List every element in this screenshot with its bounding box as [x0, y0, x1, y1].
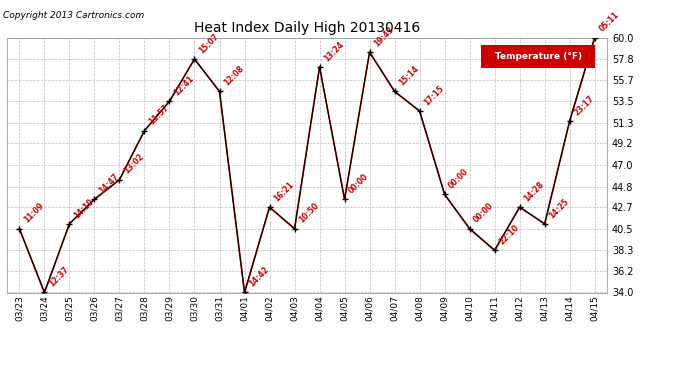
Text: 13:02: 13:02 — [122, 152, 146, 176]
Text: 23:17: 23:17 — [572, 93, 595, 117]
Text: 14:47: 14:47 — [97, 172, 121, 195]
Text: 11:09: 11:09 — [22, 201, 46, 225]
Text: 17:15: 17:15 — [422, 84, 446, 107]
Text: 13:24: 13:24 — [322, 40, 346, 63]
Text: 15:07: 15:07 — [197, 32, 220, 55]
Text: 12:37: 12:37 — [47, 265, 70, 289]
Text: 00:00: 00:00 — [472, 201, 495, 225]
Text: 00:00: 00:00 — [447, 167, 471, 190]
Text: 14:28: 14:28 — [522, 180, 546, 203]
Title: Heat Index Daily High 20130416: Heat Index Daily High 20130416 — [194, 21, 420, 35]
Text: 11:57: 11:57 — [147, 104, 170, 127]
Text: 12:41: 12:41 — [172, 74, 195, 98]
Text: 14:19: 14:19 — [72, 196, 95, 220]
Text: 10:50: 10:50 — [297, 201, 320, 225]
Text: 05:11: 05:11 — [598, 10, 620, 34]
Text: 00:00: 00:00 — [347, 172, 371, 195]
Text: 16:21: 16:21 — [272, 180, 295, 203]
Text: Copyright 2013 Cartronics.com: Copyright 2013 Cartronics.com — [3, 11, 145, 20]
Text: 15:14: 15:14 — [397, 64, 420, 87]
Text: 19:43: 19:43 — [372, 25, 395, 48]
Text: 22:10: 22:10 — [497, 223, 520, 246]
Text: 12:08: 12:08 — [222, 64, 246, 87]
Text: 14:25: 14:25 — [547, 196, 571, 220]
Text: 14:42: 14:42 — [247, 265, 270, 289]
